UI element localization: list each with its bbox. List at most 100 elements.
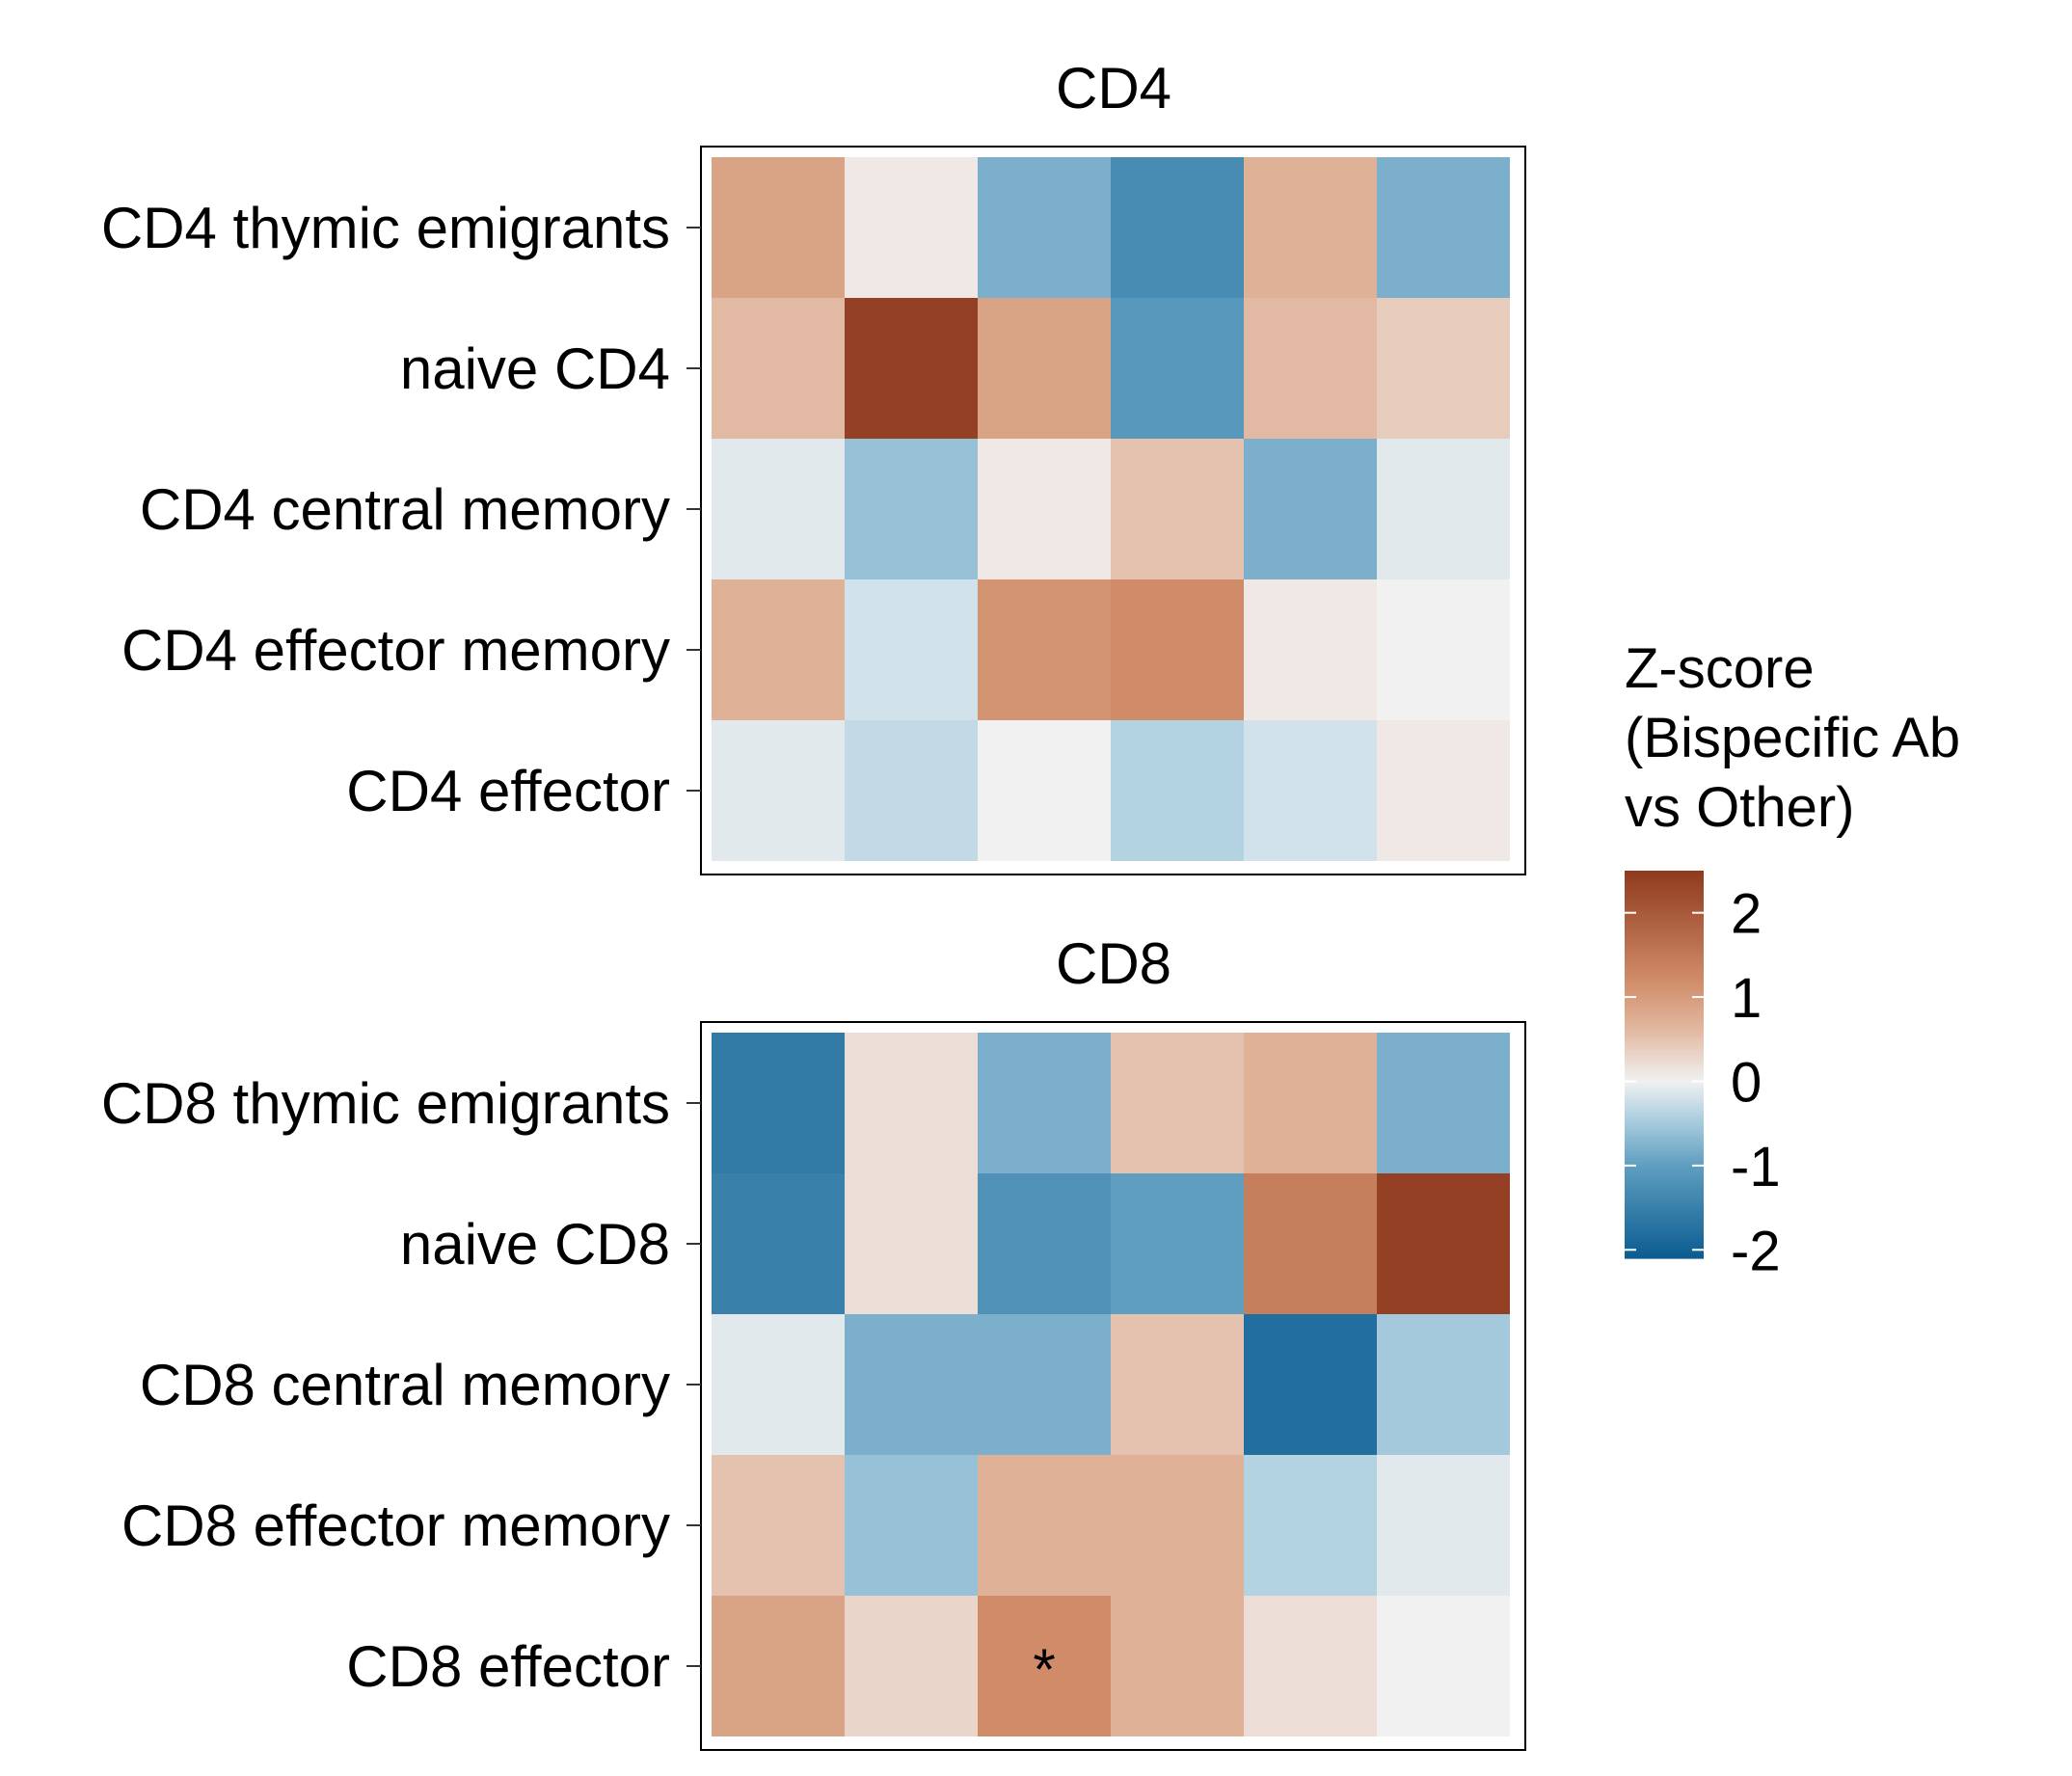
colorbar-segment [1625,1041,1704,1046]
colorbar-segment [1625,886,1704,891]
colorbar-segment [1625,1216,1704,1221]
legend-title-line: vs Other) [1625,776,1855,839]
heatmap-cell [1111,439,1244,579]
row-label: CD8 effector memory [121,1493,670,1558]
colorbar-segment [1625,945,1704,949]
colorbar-segment [1625,1245,1704,1250]
panel-border-cd8 [700,1021,1526,1751]
colorbar-segment [1625,896,1704,901]
colorbar-segment [1625,871,1704,875]
colorbar-segment [1625,1228,1704,1233]
legend-title: Z-score (Bispecific Ab vs Other) [1625,637,1976,839]
colorbar-segment [1625,1003,1704,1008]
heatmap-cell [1111,1173,1244,1314]
colorbar-segment [1625,902,1704,907]
colorbar-segment [1625,915,1704,920]
heatmap-cell [1244,720,1377,861]
heatmap-cell [712,1173,845,1314]
colorbar-segment [1625,1009,1704,1013]
heatmap-cell [845,1314,978,1455]
heatmap-cell [845,298,978,439]
colorbar-segment [1625,1254,1704,1259]
row-label: CD4 effector [346,759,670,823]
panel-title-cd4: CD4 [1056,56,1171,121]
row-label: CD8 central memory [140,1353,670,1417]
colorbar-segment [1625,1025,1704,1030]
row-labels-cd8: CD8 thymic emigrants naive CD8 CD8 centr… [101,1071,670,1699]
colorbar-segment [1625,1029,1704,1034]
colorbar-segment [1625,1190,1704,1195]
heatmap-cell [1244,1314,1377,1455]
heatmap-cell [1111,298,1244,439]
colorbar-segment [1625,1151,1704,1156]
colorbar-segment [1625,1232,1704,1237]
colorbar-segment [1625,893,1704,898]
colorbar-tick-label: 2 [1731,883,1762,946]
colorbar-segment [1625,1093,1704,1098]
heatmap-cell [1377,298,1510,439]
colorbar-segment [1625,983,1704,988]
colorbar-segment [1625,912,1704,917]
colorbar-segment [1625,1015,1704,1020]
colorbar-segment [1625,1125,1704,1130]
heatmap-cell [845,1173,978,1314]
colorbar-segment [1625,955,1704,959]
colorbar-segment [1625,1173,1704,1178]
heatmap-cell [1244,157,1377,298]
colorbar-segment [1625,876,1704,881]
heatmap-cell [1377,1314,1510,1455]
heatmap-cell [1377,1033,1510,1173]
heatmap-cell [1244,1455,1377,1596]
heatmap-cell [1377,157,1510,298]
heatmap-cell [978,157,1111,298]
colorbar-segment [1625,1209,1704,1214]
heatmap-cell [845,1033,978,1173]
colorbar-segment [1625,1000,1704,1004]
heatmap-cell [845,157,978,298]
significance-marker: * [1033,1637,1055,1702]
colorbar-segment [1625,1203,1704,1207]
colorbar-segment [1625,880,1704,884]
colorbar-segment [1625,1022,1704,1027]
heatmap-cell [712,298,845,439]
heatmap-cell [1244,579,1377,720]
colorbar-segment [1625,1106,1704,1111]
colorbar-segment [1625,1038,1704,1043]
heatmap-cell [1111,1596,1244,1736]
colorbar-segment [1625,1064,1704,1068]
row-ticks-cd8 [686,1102,701,1667]
colorbar-segment [1625,993,1704,998]
colorbar-segment [1625,1235,1704,1240]
colorbar-segment [1625,890,1704,895]
row-label: CD8 thymic emigrants [101,1071,670,1136]
panel-cd4: CD4 CD4 thymic emigrants naive CD4 CD4 c… [101,56,1526,875]
row-label: CD4 central memory [140,477,670,542]
row-label: naive CD4 [400,336,670,401]
heatmap-cell [978,1455,1111,1596]
colorbar-segment [1625,1087,1704,1091]
colorbar-segment [1625,1180,1704,1185]
heatmap-cell [1111,579,1244,720]
row-label: CD4 thymic emigrants [101,196,670,260]
colorbar-segment [1625,1139,1704,1143]
colorbar-segment [1625,1035,1704,1039]
row-labels-cd4: CD4 thymic emigrants naive CD4 CD4 centr… [101,196,670,823]
colorbar-segment [1625,1118,1704,1123]
colorbar-segment [1625,957,1704,962]
color-legend: Z-score (Bispecific Ab vs Other) 2 1 0 -1 -2 [1625,637,1976,1282]
heatmap-cell [1377,439,1510,579]
colorbar-segment [1625,1129,1704,1133]
legend-title-line: Z-score [1625,637,1815,700]
colorbar-segment [1625,986,1704,991]
colorbar-segment [1625,996,1704,1001]
heatmap-cell [712,1455,845,1596]
heatmap-cell [712,579,845,720]
colorbar-segment [1625,1067,1704,1072]
colorbar-segment [1625,1225,1704,1230]
colorbar-segment [1625,1132,1704,1137]
heatmap-cell [978,1173,1111,1314]
colorbar-segment [1625,948,1704,953]
colorbar-segment [1625,1019,1704,1024]
colorbar-segment [1625,1090,1704,1094]
colorbar-segment [1625,1074,1704,1078]
